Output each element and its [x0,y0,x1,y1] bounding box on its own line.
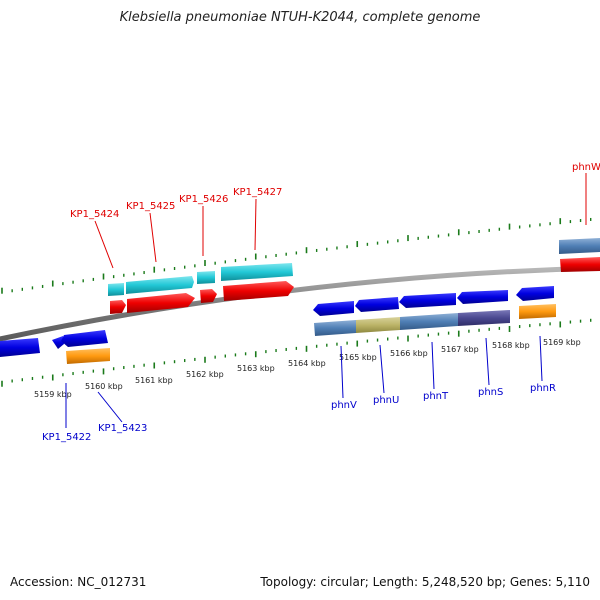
gene-KP1_5423-cds[interactable] [66,348,110,364]
gene-label: phnT [423,391,449,402]
gene-label: phnR [530,383,556,394]
gene-label: phnU [373,395,399,406]
gene-label: phnS [478,387,503,398]
gene-KP1_5427-cds[interactable] [221,263,293,281]
gene-KP1_5425-cds[interactable] [126,276,194,294]
gene-phnV-cds[interactable] [314,320,356,336]
scale-label: 5162 kbp [186,370,224,379]
gene-phnR-cds[interactable] [519,304,556,319]
gene-KP1_5426-cds[interactable] [197,271,215,284]
gene-label: KP1_5424 [70,209,119,220]
scale-label: 5168 kbp [492,341,530,350]
gene-KP1_5426[interactable] [200,289,217,303]
gene-KP1_5424-cds[interactable] [108,283,124,296]
gene-phnU-cds[interactable] [356,317,400,333]
gene-label: KP1_5423 [98,423,147,434]
scale-label: 5159 kbp [34,390,72,399]
gene-KP1_5422[interactable] [52,336,64,349]
gene-KP1_5421[interactable] [0,338,40,357]
gene-label: KP1_5422 [42,432,91,443]
scale-label: 5169 kbp [543,338,581,347]
scale-label: 5164 kbp [288,359,326,368]
gene-phnT[interactable] [399,293,456,308]
gene-label: phnV [331,400,357,411]
genome-backbone [0,265,600,342]
lower-scale [1,318,592,387]
scale-label: 5167 kbp [441,345,479,354]
reverse-leader-lines [65,335,543,428]
gene-phnV[interactable] [313,301,354,316]
upper-scale [1,217,592,294]
map-title: Klebsiella pneumoniae NTUH-K2044, comple… [119,10,481,25]
gene-phnW-cds[interactable] [559,238,600,254]
gene-phnR[interactable] [516,286,554,301]
gene-label: KP1_5427 [233,187,282,198]
forward-leader-lines [94,173,587,269]
gene-phnU[interactable] [355,297,399,312]
gene-label: phnW [572,162,600,173]
gene-phnS-cds[interactable] [458,310,510,326]
scale-label: 5165 kbp [339,353,377,362]
gene-KP1_5423[interactable] [61,330,108,347]
accession-text: Accession: NC_012731 [10,575,147,589]
scale-label: 5166 kbp [390,349,428,358]
gene-label: KP1_5425 [126,201,175,212]
scale-label: 5163 kbp [237,364,275,373]
gene-KP1_5427[interactable] [223,281,294,301]
scale-label: 5160 kbp [85,382,123,391]
gene-KP1_5425[interactable] [127,293,195,313]
gene-KP1_5424[interactable] [110,300,126,314]
gene-phnW[interactable] [560,257,600,272]
gene-phnT-cds[interactable] [400,313,458,330]
gene-phnS[interactable] [457,290,508,304]
scale-label: 5161 kbp [135,376,173,385]
genome-summary-text: Topology: circular; Length: 5,248,520 bp… [260,575,590,589]
gene-label: KP1_5426 [179,194,228,205]
